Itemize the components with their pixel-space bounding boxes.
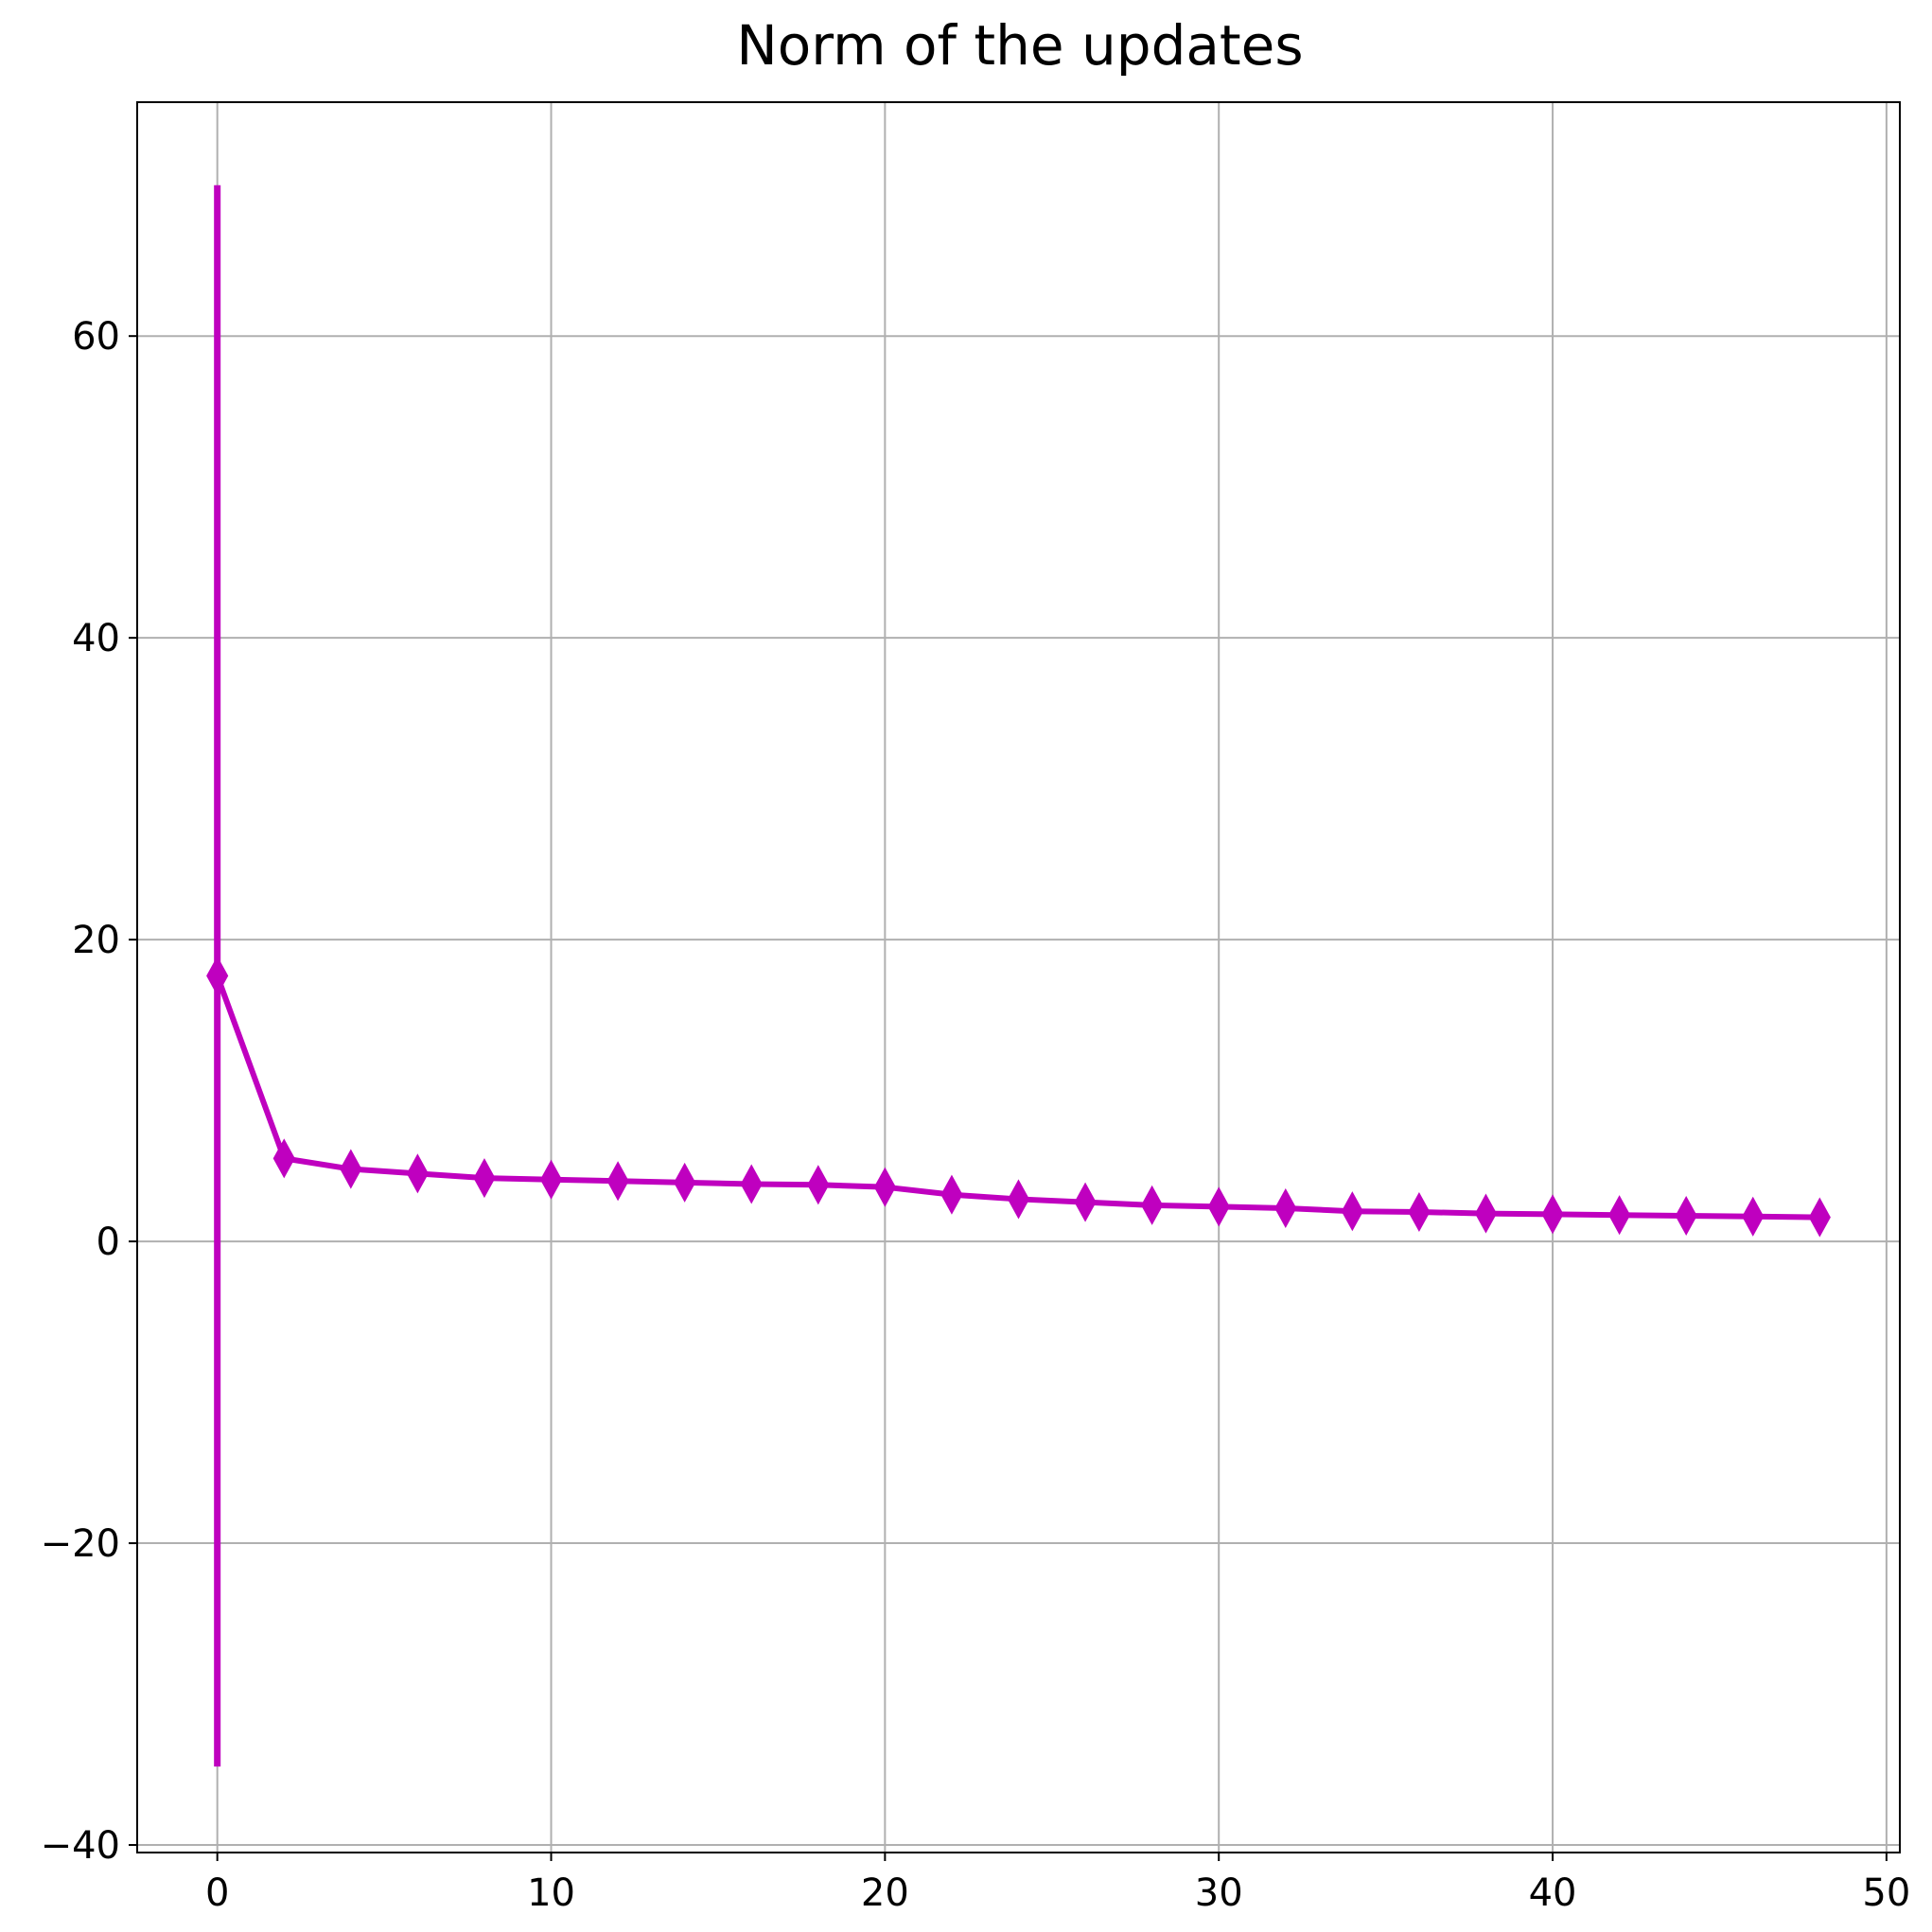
data-point [606, 1161, 629, 1202]
data-point [272, 1138, 295, 1179]
y-tick-label: 20 [72, 919, 120, 962]
data-point [807, 1165, 830, 1205]
chart-title: Norm of the updates [736, 13, 1303, 78]
data-point [674, 1162, 696, 1203]
data-point [1207, 1186, 1230, 1227]
data-point [1141, 1185, 1164, 1225]
data-point [873, 1167, 896, 1207]
markers [206, 956, 1831, 1238]
data-point [1675, 1195, 1697, 1237]
axis-ticks [129, 335, 1888, 1861]
data-point [940, 1174, 963, 1215]
data-point [473, 1158, 496, 1199]
y-tick-label: 40 [72, 617, 120, 660]
data-point [1074, 1182, 1097, 1222]
data-point [1341, 1191, 1363, 1232]
data-point [406, 1153, 429, 1194]
data-point [1408, 1191, 1431, 1233]
data-point [1541, 1194, 1564, 1235]
data-point [1808, 1197, 1831, 1238]
y-tick-label: 0 [97, 1221, 120, 1264]
data-point [1608, 1195, 1631, 1236]
y-tick-label: −40 [41, 1824, 120, 1868]
data-point [340, 1149, 362, 1189]
data-point [539, 1159, 563, 1200]
x-tick-label: 40 [1529, 1871, 1577, 1915]
y-tick-label: 60 [72, 315, 120, 359]
x-axis-tick-labels: 0 10 20 30 40 50 [205, 1871, 1910, 1915]
y-axis-tick-labels: −40 −20 0 20 40 60 [41, 315, 120, 1868]
x-tick-label: 20 [861, 1871, 909, 1915]
y-tick-label: −20 [41, 1522, 120, 1566]
grid [137, 102, 1900, 1853]
x-tick-label: 0 [205, 1871, 229, 1915]
x-tick-label: 10 [527, 1871, 575, 1915]
data-point [1742, 1196, 1765, 1237]
data-point [1007, 1179, 1030, 1220]
data-point [1274, 1187, 1297, 1229]
data-point [740, 1164, 763, 1204]
x-tick-label: 30 [1195, 1871, 1243, 1915]
x-tick-label: 50 [1862, 1871, 1910, 1915]
data-point [1474, 1193, 1498, 1234]
data-point [206, 956, 229, 996]
plot-area-frame [136, 101, 1901, 1853]
